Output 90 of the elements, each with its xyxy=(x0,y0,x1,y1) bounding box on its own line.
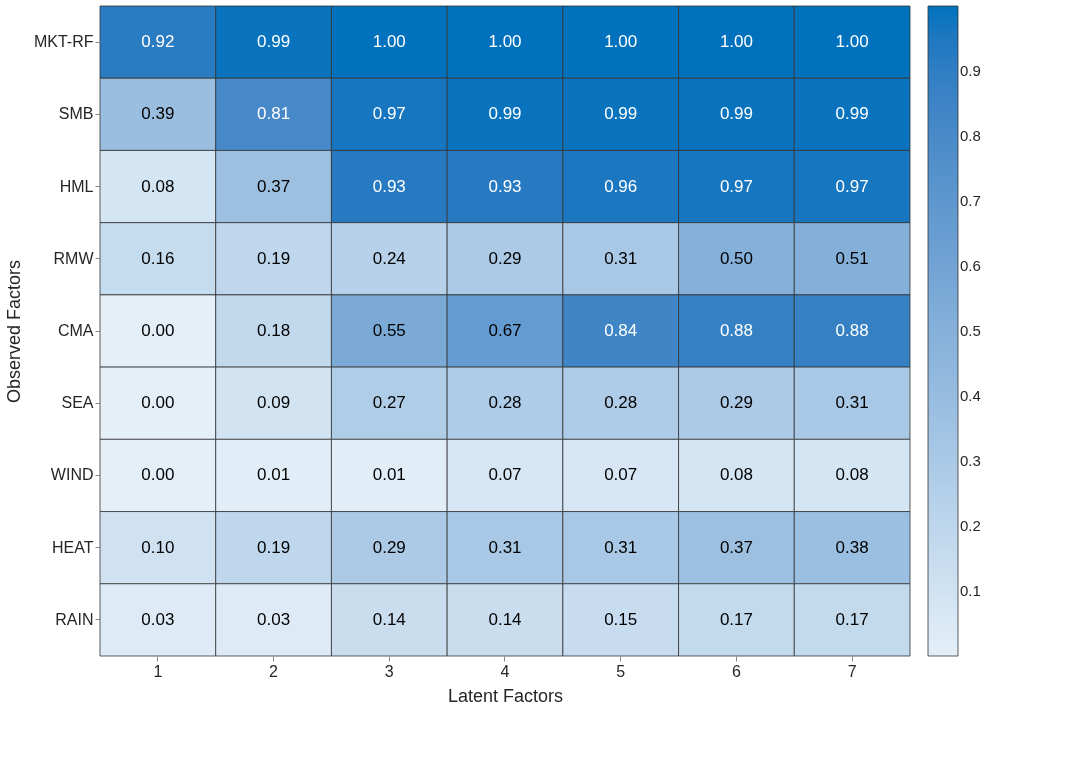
data-label: 0.24 xyxy=(372,248,406,268)
y-axis-title: Observed Factors xyxy=(3,259,24,404)
data-label: 0.08 xyxy=(719,465,753,485)
data-label: 1.00 xyxy=(604,32,638,52)
color-bar-label: 0.8 xyxy=(960,127,981,144)
x-tick-label: 4 xyxy=(500,662,510,680)
color-bar-label: 0.7 xyxy=(960,192,981,209)
y-tick-label: RAIN xyxy=(55,610,94,628)
y-tick-label: SMB xyxy=(58,105,94,123)
data-label: 0.67 xyxy=(488,321,522,340)
data-label: 0.81 xyxy=(257,104,291,124)
color-bar-label: 0.5 xyxy=(960,322,981,339)
data-label: 0.29 xyxy=(372,537,406,557)
x-tick-label: 6 xyxy=(731,662,741,680)
color-bar-label: 0.1 xyxy=(960,582,981,599)
data-label: 0.51 xyxy=(835,248,869,268)
data-label: 0.07 xyxy=(604,465,638,485)
data-label: 0.31 xyxy=(488,537,522,557)
data-label: 0.99 xyxy=(835,104,869,124)
x-tick-label: 5 xyxy=(616,662,626,680)
data-label: 1.00 xyxy=(488,32,522,52)
y-tick-label: CMA xyxy=(57,322,94,339)
data-label: 0.97 xyxy=(372,104,406,124)
data-label: 0.09 xyxy=(257,393,291,413)
y-tick-label: RMW xyxy=(53,249,95,267)
data-label: 1.00 xyxy=(835,32,869,52)
data-label: 0.07 xyxy=(488,465,522,485)
y-tick-label: MKT-RF xyxy=(33,33,94,51)
data-label: 0.88 xyxy=(719,321,753,340)
data-label: 0.99 xyxy=(488,104,522,124)
data-label: 1.00 xyxy=(719,32,753,52)
data-label: 0.50 xyxy=(719,248,753,268)
data-label: 0.55 xyxy=(372,321,406,340)
data-label: 0.27 xyxy=(372,393,406,413)
data-label: 0.16 xyxy=(141,248,175,268)
data-label: 0.28 xyxy=(488,393,522,413)
data-label: 0.84 xyxy=(604,321,638,340)
data-label: 0.96 xyxy=(604,176,638,196)
data-label: 0.92 xyxy=(141,32,175,52)
data-label: 0.38 xyxy=(835,537,869,557)
data-label: 0.01 xyxy=(257,465,291,485)
data-label: 0.08 xyxy=(835,465,869,485)
data-label: 0.00 xyxy=(141,465,175,485)
y-tick-label: HEAT xyxy=(52,538,94,556)
data-label: 0.88 xyxy=(835,321,869,340)
x-tick-label: 1 xyxy=(153,662,163,680)
color-bar-label: 0.6 xyxy=(960,257,981,274)
color-bar-label: 0.9 xyxy=(960,62,981,79)
data-label: 0.00 xyxy=(141,321,175,340)
data-label: 0.03 xyxy=(141,609,175,629)
data-label: 0.03 xyxy=(257,609,291,629)
data-label: 0.10 xyxy=(141,537,175,557)
y-tick-label: SEA xyxy=(61,394,94,412)
x-tick-label: 7 xyxy=(847,662,857,680)
data-label: 0.31 xyxy=(835,393,869,413)
data-label: 0.37 xyxy=(719,537,753,557)
color-bar-label: 0.2 xyxy=(960,517,981,534)
data-label: 0.08 xyxy=(141,176,175,196)
y-tick-label: HML xyxy=(59,177,94,195)
data-label: 0.17 xyxy=(719,609,753,629)
data-label: 0.14 xyxy=(372,609,406,629)
data-label: 0.93 xyxy=(488,176,522,196)
data-label: 0.37 xyxy=(257,176,291,196)
x-tick-label: 3 xyxy=(384,662,394,680)
y-tick-label: WIND xyxy=(50,466,94,484)
color-bar-label: 0.3 xyxy=(960,452,981,469)
data-label: 0.39 xyxy=(141,104,175,124)
data-label: 1.00 xyxy=(372,32,406,52)
data-label: 0.19 xyxy=(257,248,291,268)
data-label: 0.97 xyxy=(719,176,753,196)
data-label: 0.00 xyxy=(141,393,175,413)
data-label: 0.14 xyxy=(488,609,522,629)
data-label: 0.19 xyxy=(257,537,291,557)
data-label: 0.29 xyxy=(719,393,753,413)
data-label: 0.31 xyxy=(604,537,638,557)
data-label: 0.18 xyxy=(257,321,291,340)
data-label: 0.99 xyxy=(719,104,753,124)
data-label: 0.29 xyxy=(488,248,522,268)
data-label: 0.01 xyxy=(372,465,406,485)
data-label: 0.97 xyxy=(835,176,869,196)
data-label: 0.31 xyxy=(604,248,638,268)
data-label: 0.17 xyxy=(835,609,869,629)
data-label: 0.15 xyxy=(604,609,638,629)
x-axis-title: Latent Factors xyxy=(447,685,564,706)
color-bar-label: 0.4 xyxy=(960,387,981,404)
data-label: 0.99 xyxy=(257,32,291,52)
data-label: 0.93 xyxy=(372,176,406,196)
data-label: 0.28 xyxy=(604,393,638,413)
x-tick-label: 2 xyxy=(269,662,279,680)
data-label: 0.99 xyxy=(604,104,638,124)
